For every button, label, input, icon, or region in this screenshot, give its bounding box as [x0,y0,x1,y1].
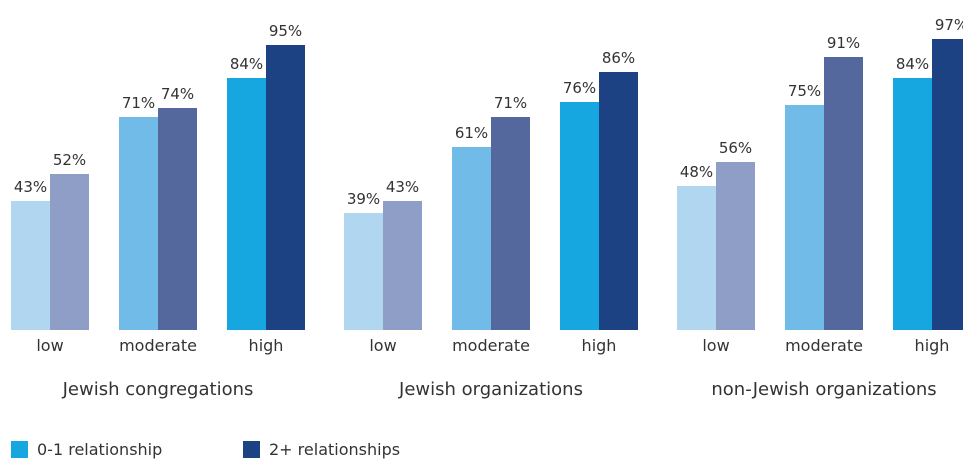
data-label-jewish-organizations-low-2-relationships: 43% [386,178,419,196]
data-label-non-jewish-organizations-low-2-relationships: 56% [719,139,752,157]
category-label-jewish-organizations-low: low [369,336,396,355]
data-label-jewish-congregations-low-2-relationships: 52% [53,151,86,169]
legend-swatch-2-plus-relationships [243,441,260,458]
category-label-non-jewish-organizations-high: high [915,336,950,355]
bar-jewish-congregations-low-2-relationships [50,174,89,330]
data-label-jewish-congregations-high-2-relationships: 95% [269,22,302,40]
bar-non-jewish-organizations-high-2-relationships [932,39,963,330]
data-label-jewish-congregations-moderate-2-relationships: 74% [161,85,194,103]
legend-swatch-0-1-relationship [11,441,28,458]
bar-jewish-organizations-low-0-1-relationship [344,213,383,330]
bar-non-jewish-organizations-high-0-1-relationship [893,78,932,330]
bar-jewish-organizations-moderate-2-relationships [491,117,530,330]
category-label-jewish-congregations-high: high [249,336,284,355]
legend-label-0-1-relationship: 0-1 relationship [37,440,163,459]
data-label-jewish-organizations-low-0-1-relationship: 39% [347,190,380,208]
bar-chart: 43% 52% low 71% 74% moderate 84% 95% high Jewish … [11,16,963,400]
bar-non-jewish-organizations-moderate-0-1-relationship [785,105,824,330]
category-label-non-jewish-organizations-moderate: moderate [785,336,863,355]
bar-jewish-organizations-low-2-relationships [383,201,422,330]
data-label-jewish-congregations-moderate-0-1-relationship: 71% [122,94,155,112]
data-label-non-jewish-organizations-high-2-relationships: 97% [935,16,963,34]
data-label-non-jewish-organizations-low-0-1-relationship: 48% [680,163,713,181]
bar-jewish-congregations-high-0-1-relationship [227,78,266,330]
data-label-jewish-congregations-low-0-1-relationship: 43% [14,178,47,196]
bar-jewish-congregations-low-0-1-relationship [11,201,50,330]
bar-jewish-organizations-high-2-relationships [599,72,638,330]
category-label-jewish-congregations-moderate: moderate [119,336,197,355]
data-label-jewish-organizations-moderate-2-relationships: 71% [494,94,527,112]
bar-jewish-organizations-moderate-0-1-relationship [452,147,491,330]
data-label-jewish-organizations-high-0-1-relationship: 76% [563,79,596,97]
data-label-non-jewish-organizations-high-0-1-relationship: 84% [896,55,929,73]
bar-non-jewish-organizations-low-0-1-relationship [677,186,716,330]
group-label-non-jewish-organizations: non-Jewish organizations [711,379,936,400]
bar-jewish-congregations-moderate-0-1-relationship [119,117,158,330]
data-label-jewish-congregations-high-0-1-relationship: 84% [230,55,263,73]
bar-jewish-organizations-high-0-1-relationship [560,102,599,330]
legend-item-0-1-relationship: 0-1 relationship [11,440,162,459]
bar-jewish-congregations-moderate-2-relationships [158,108,197,330]
group-label-jewish-organizations: Jewish organizations [398,379,583,400]
data-label-jewish-organizations-high-2-relationships: 86% [602,49,635,67]
category-label-jewish-congregations-low: low [36,336,63,355]
category-label-non-jewish-organizations-low: low [702,336,729,355]
legend-label-2-plus-relationships: 2+ relationships [269,440,401,459]
legend-item-2-plus-relationships: 2+ relationships [243,440,400,459]
data-label-jewish-organizations-moderate-0-1-relationship: 61% [455,124,488,142]
category-label-jewish-organizations-high: high [582,336,617,355]
bar-non-jewish-organizations-low-2-relationships [716,162,755,330]
bar-non-jewish-organizations-moderate-2-relationships [824,57,863,330]
category-label-jewish-organizations-moderate: moderate [452,336,530,355]
data-label-non-jewish-organizations-moderate-0-1-relationship: 75% [788,82,821,100]
bar-jewish-congregations-high-2-relationships [266,45,305,330]
data-label-non-jewish-organizations-moderate-2-relationships: 91% [827,34,860,52]
group-label-jewish-congregations: Jewish congregations [62,379,254,400]
